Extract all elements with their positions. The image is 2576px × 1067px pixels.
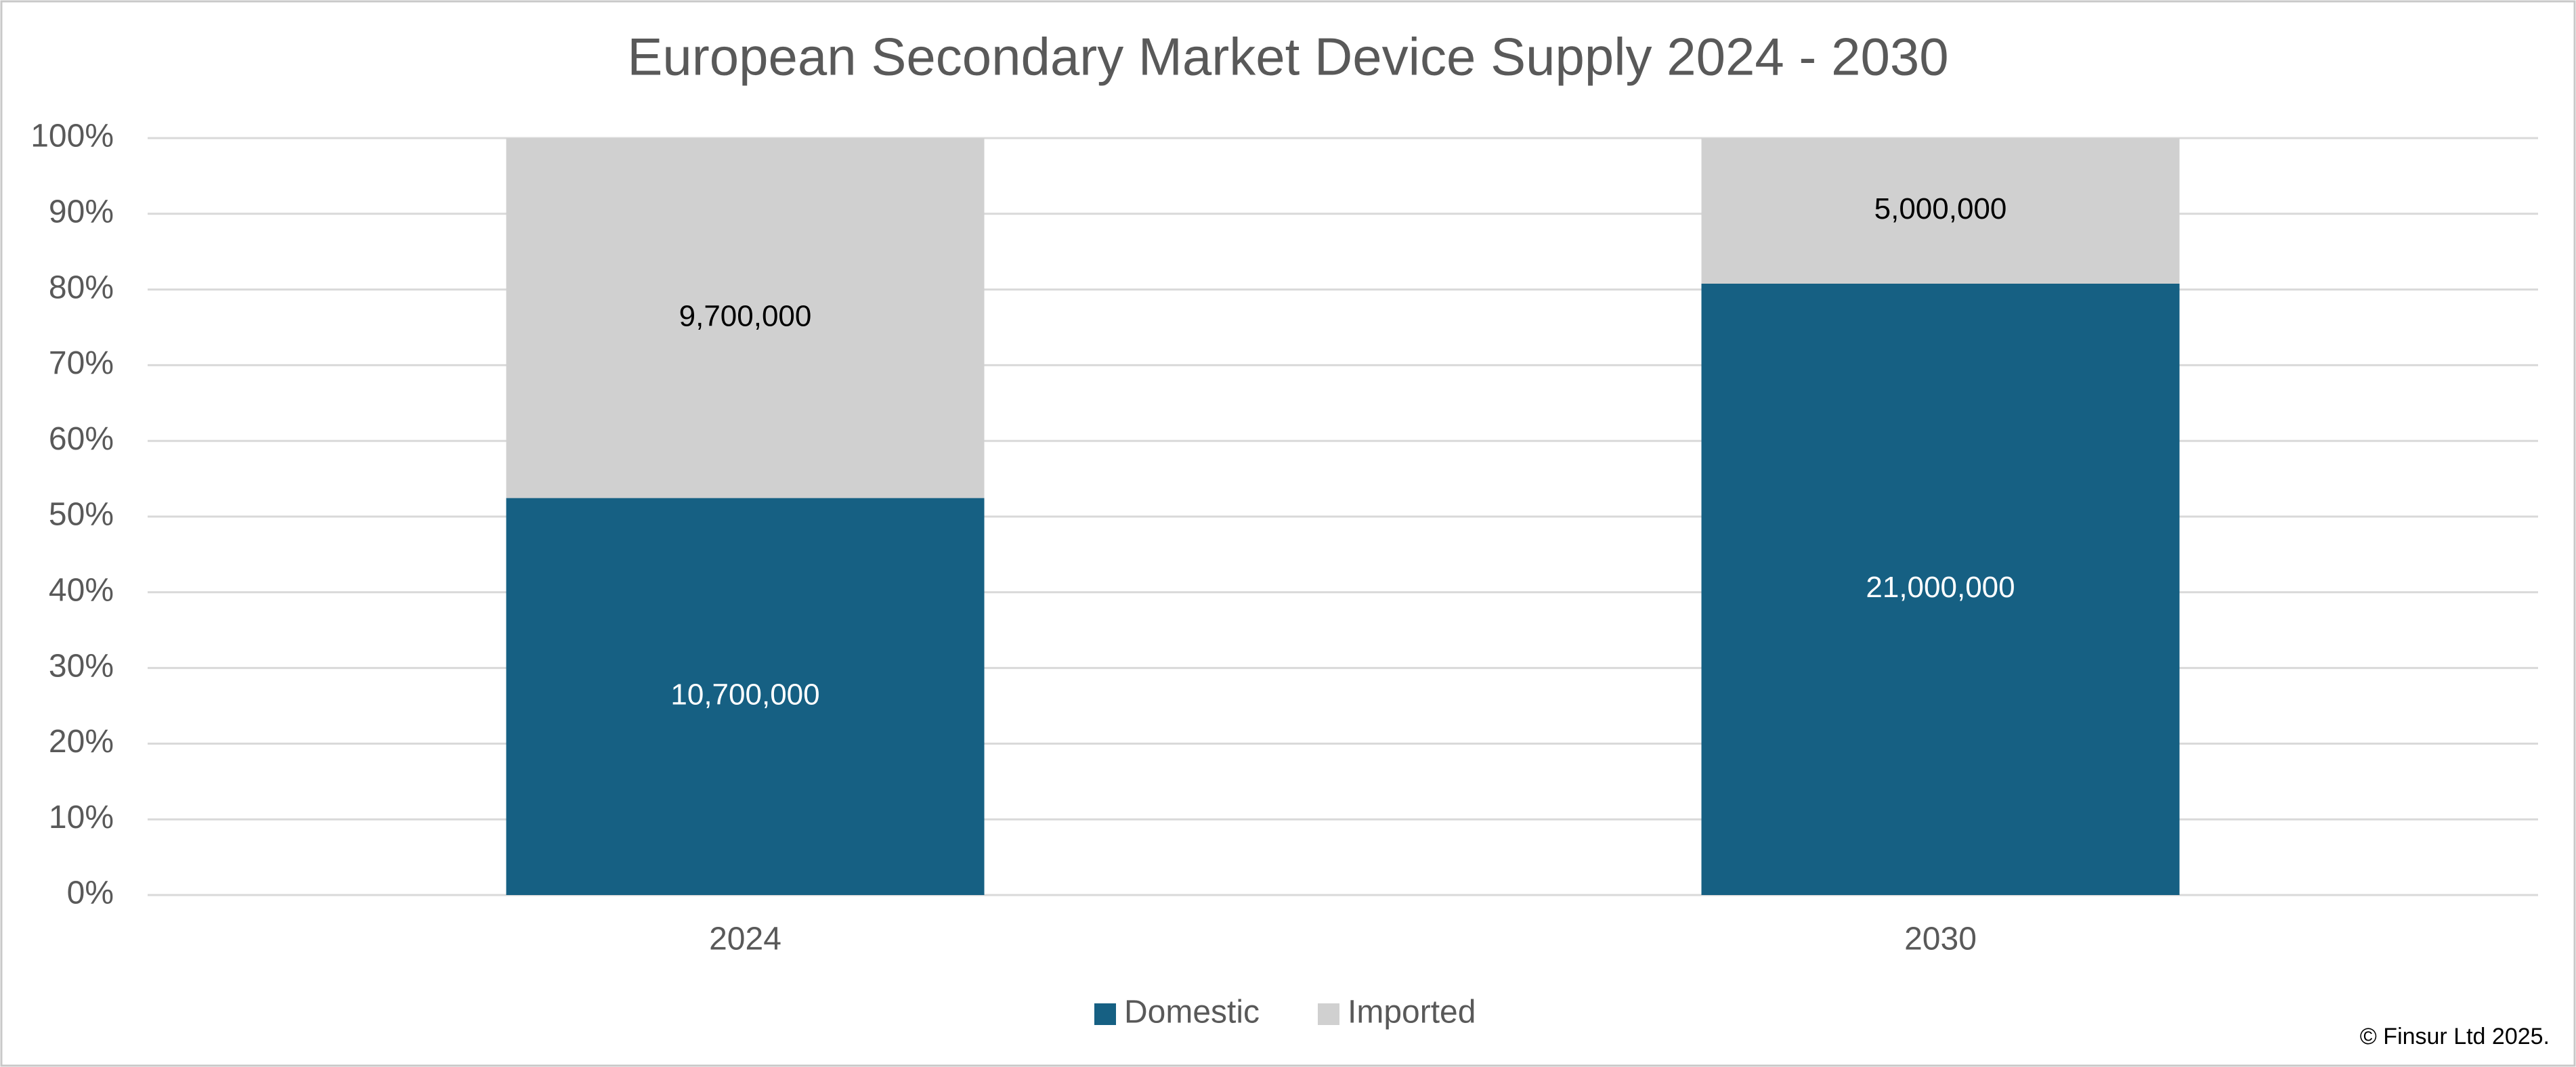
y-tick-label: 0% [67, 875, 114, 911]
y-tick-label: 90% [49, 194, 114, 230]
data-label: 10,700,000 [670, 678, 819, 711]
data-label: 9,700,000 [679, 299, 812, 332]
data-label: 21,000,000 [1866, 571, 2015, 604]
y-tick-label: 20% [49, 724, 114, 760]
legend-label: Domestic [1124, 995, 1260, 1030]
y-tick-label: 60% [49, 421, 114, 457]
legend-swatch [1094, 1003, 1116, 1025]
y-tick-label: 10% [49, 800, 114, 835]
legend-label: Imported [1348, 995, 1476, 1030]
y-tick-label: 100% [30, 118, 114, 154]
y-tick-label: 30% [49, 648, 114, 684]
chart-title: European Secondary Market Device Supply … [627, 27, 1948, 87]
data-label: 5,000,000 [1874, 192, 2007, 225]
y-tick-label: 50% [49, 497, 114, 533]
y-tick-label: 40% [49, 572, 114, 608]
copyright-note: © Finsur Ltd 2025. [2360, 1024, 2550, 1049]
x-tick-label: 2030 [1904, 921, 1977, 957]
y-tick-label: 80% [49, 269, 114, 305]
bar-segment [506, 138, 985, 498]
x-tick-label: 2024 [709, 921, 781, 957]
bar-segment [1701, 284, 2180, 895]
bar-segment [1701, 138, 2180, 284]
y-tick-label: 70% [49, 345, 114, 381]
bar-segment [506, 498, 985, 895]
legend-swatch [1318, 1003, 1339, 1025]
